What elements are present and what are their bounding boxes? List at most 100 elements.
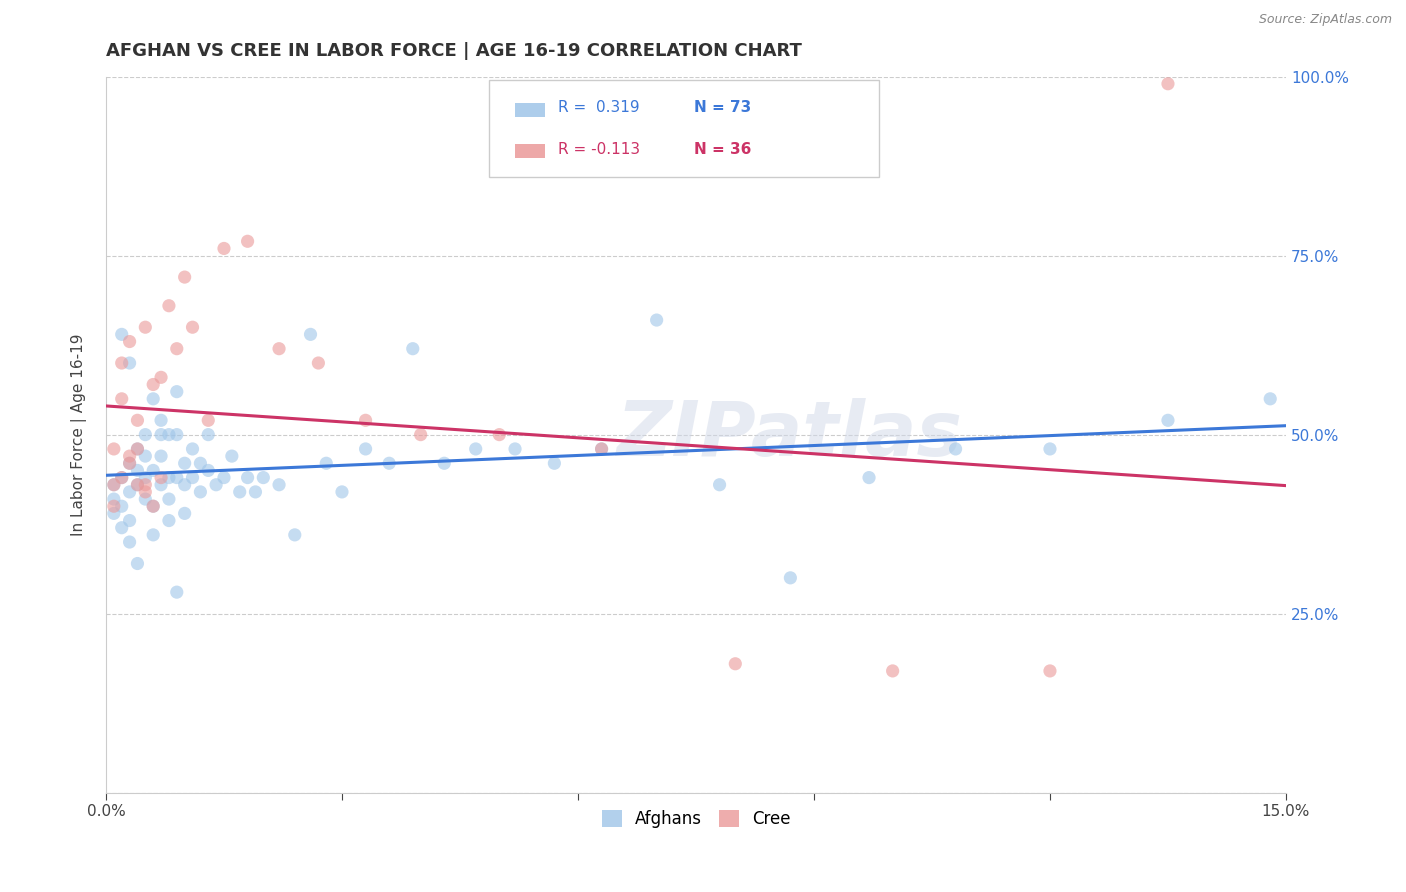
Point bbox=[103, 500, 125, 514]
Point bbox=[150, 370, 173, 384]
Point bbox=[503, 442, 526, 456]
Legend: Afghans, Cree: Afghans, Cree bbox=[595, 803, 797, 834]
Point bbox=[118, 449, 141, 463]
Point bbox=[212, 242, 235, 256]
Point bbox=[134, 320, 156, 334]
Point bbox=[118, 456, 141, 470]
Point bbox=[307, 356, 329, 370]
Point bbox=[134, 484, 156, 499]
Point bbox=[134, 470, 156, 484]
Point bbox=[190, 484, 212, 499]
Point bbox=[150, 470, 173, 484]
Point bbox=[127, 442, 149, 456]
Point bbox=[111, 392, 134, 406]
Point bbox=[181, 320, 204, 334]
Point bbox=[103, 477, 125, 491]
Point bbox=[111, 356, 134, 370]
Point bbox=[118, 356, 141, 370]
Point bbox=[221, 449, 243, 463]
Point bbox=[173, 456, 195, 470]
Point bbox=[267, 342, 290, 356]
Point bbox=[118, 484, 141, 499]
Point bbox=[134, 477, 156, 491]
Point bbox=[378, 456, 401, 470]
Point bbox=[103, 477, 125, 491]
Point bbox=[157, 514, 180, 528]
Y-axis label: In Labor Force | Age 16-19: In Labor Force | Age 16-19 bbox=[72, 334, 87, 536]
Point bbox=[166, 585, 188, 599]
Text: AFGHAN VS CREE IN LABOR FORCE | AGE 16-19 CORRELATION CHART: AFGHAN VS CREE IN LABOR FORCE | AGE 16-1… bbox=[105, 42, 801, 60]
Point bbox=[134, 449, 156, 463]
Point bbox=[142, 463, 165, 477]
Point bbox=[315, 456, 337, 470]
Point bbox=[127, 557, 149, 571]
Point bbox=[166, 427, 188, 442]
Point bbox=[103, 507, 125, 521]
Point bbox=[166, 342, 188, 356]
Point bbox=[882, 664, 904, 678]
Point bbox=[1157, 413, 1180, 427]
Point bbox=[127, 413, 149, 427]
Point bbox=[464, 442, 486, 456]
FancyBboxPatch shape bbox=[516, 145, 546, 159]
Point bbox=[142, 500, 165, 514]
Point bbox=[150, 449, 173, 463]
Point bbox=[245, 484, 267, 499]
Point bbox=[858, 470, 880, 484]
Point bbox=[118, 514, 141, 528]
Point bbox=[591, 442, 613, 456]
Point bbox=[157, 427, 180, 442]
Point bbox=[181, 442, 204, 456]
Point bbox=[134, 491, 156, 506]
Point bbox=[402, 342, 425, 356]
Point bbox=[111, 470, 134, 484]
Point bbox=[173, 270, 195, 285]
Point bbox=[127, 442, 149, 456]
Point bbox=[118, 334, 141, 349]
Point bbox=[118, 535, 141, 549]
Point bbox=[127, 463, 149, 477]
Point bbox=[1039, 664, 1062, 678]
Point bbox=[330, 484, 353, 499]
Point bbox=[409, 427, 432, 442]
Point bbox=[252, 470, 274, 484]
Point bbox=[724, 657, 747, 671]
Point bbox=[111, 521, 134, 535]
Point bbox=[488, 427, 510, 442]
Point bbox=[205, 477, 228, 491]
Point bbox=[142, 392, 165, 406]
Point bbox=[166, 470, 188, 484]
Point bbox=[103, 442, 125, 456]
Point bbox=[299, 327, 322, 342]
Point bbox=[197, 427, 219, 442]
Point bbox=[236, 235, 259, 249]
Point bbox=[111, 327, 134, 342]
Point bbox=[1039, 442, 1062, 456]
Text: N = 36: N = 36 bbox=[693, 142, 751, 157]
Point bbox=[1157, 77, 1180, 91]
Point bbox=[228, 484, 250, 499]
Point bbox=[709, 477, 731, 491]
FancyBboxPatch shape bbox=[489, 80, 879, 177]
Text: R = -0.113: R = -0.113 bbox=[558, 142, 640, 157]
Point bbox=[142, 377, 165, 392]
Point bbox=[267, 477, 290, 491]
Point bbox=[166, 384, 188, 399]
Point bbox=[591, 442, 613, 456]
Point bbox=[190, 456, 212, 470]
Point bbox=[433, 456, 456, 470]
Text: N = 73: N = 73 bbox=[693, 101, 751, 115]
Point bbox=[197, 463, 219, 477]
Point bbox=[645, 313, 668, 327]
Point bbox=[945, 442, 967, 456]
Point bbox=[212, 470, 235, 484]
Point bbox=[284, 528, 307, 542]
Point bbox=[157, 470, 180, 484]
Point bbox=[134, 427, 156, 442]
Point bbox=[127, 477, 149, 491]
Text: Source: ZipAtlas.com: Source: ZipAtlas.com bbox=[1258, 13, 1392, 27]
Point bbox=[1258, 392, 1281, 406]
Point bbox=[354, 413, 377, 427]
Text: ZIPatlas: ZIPatlas bbox=[617, 398, 963, 472]
Point bbox=[157, 299, 180, 313]
